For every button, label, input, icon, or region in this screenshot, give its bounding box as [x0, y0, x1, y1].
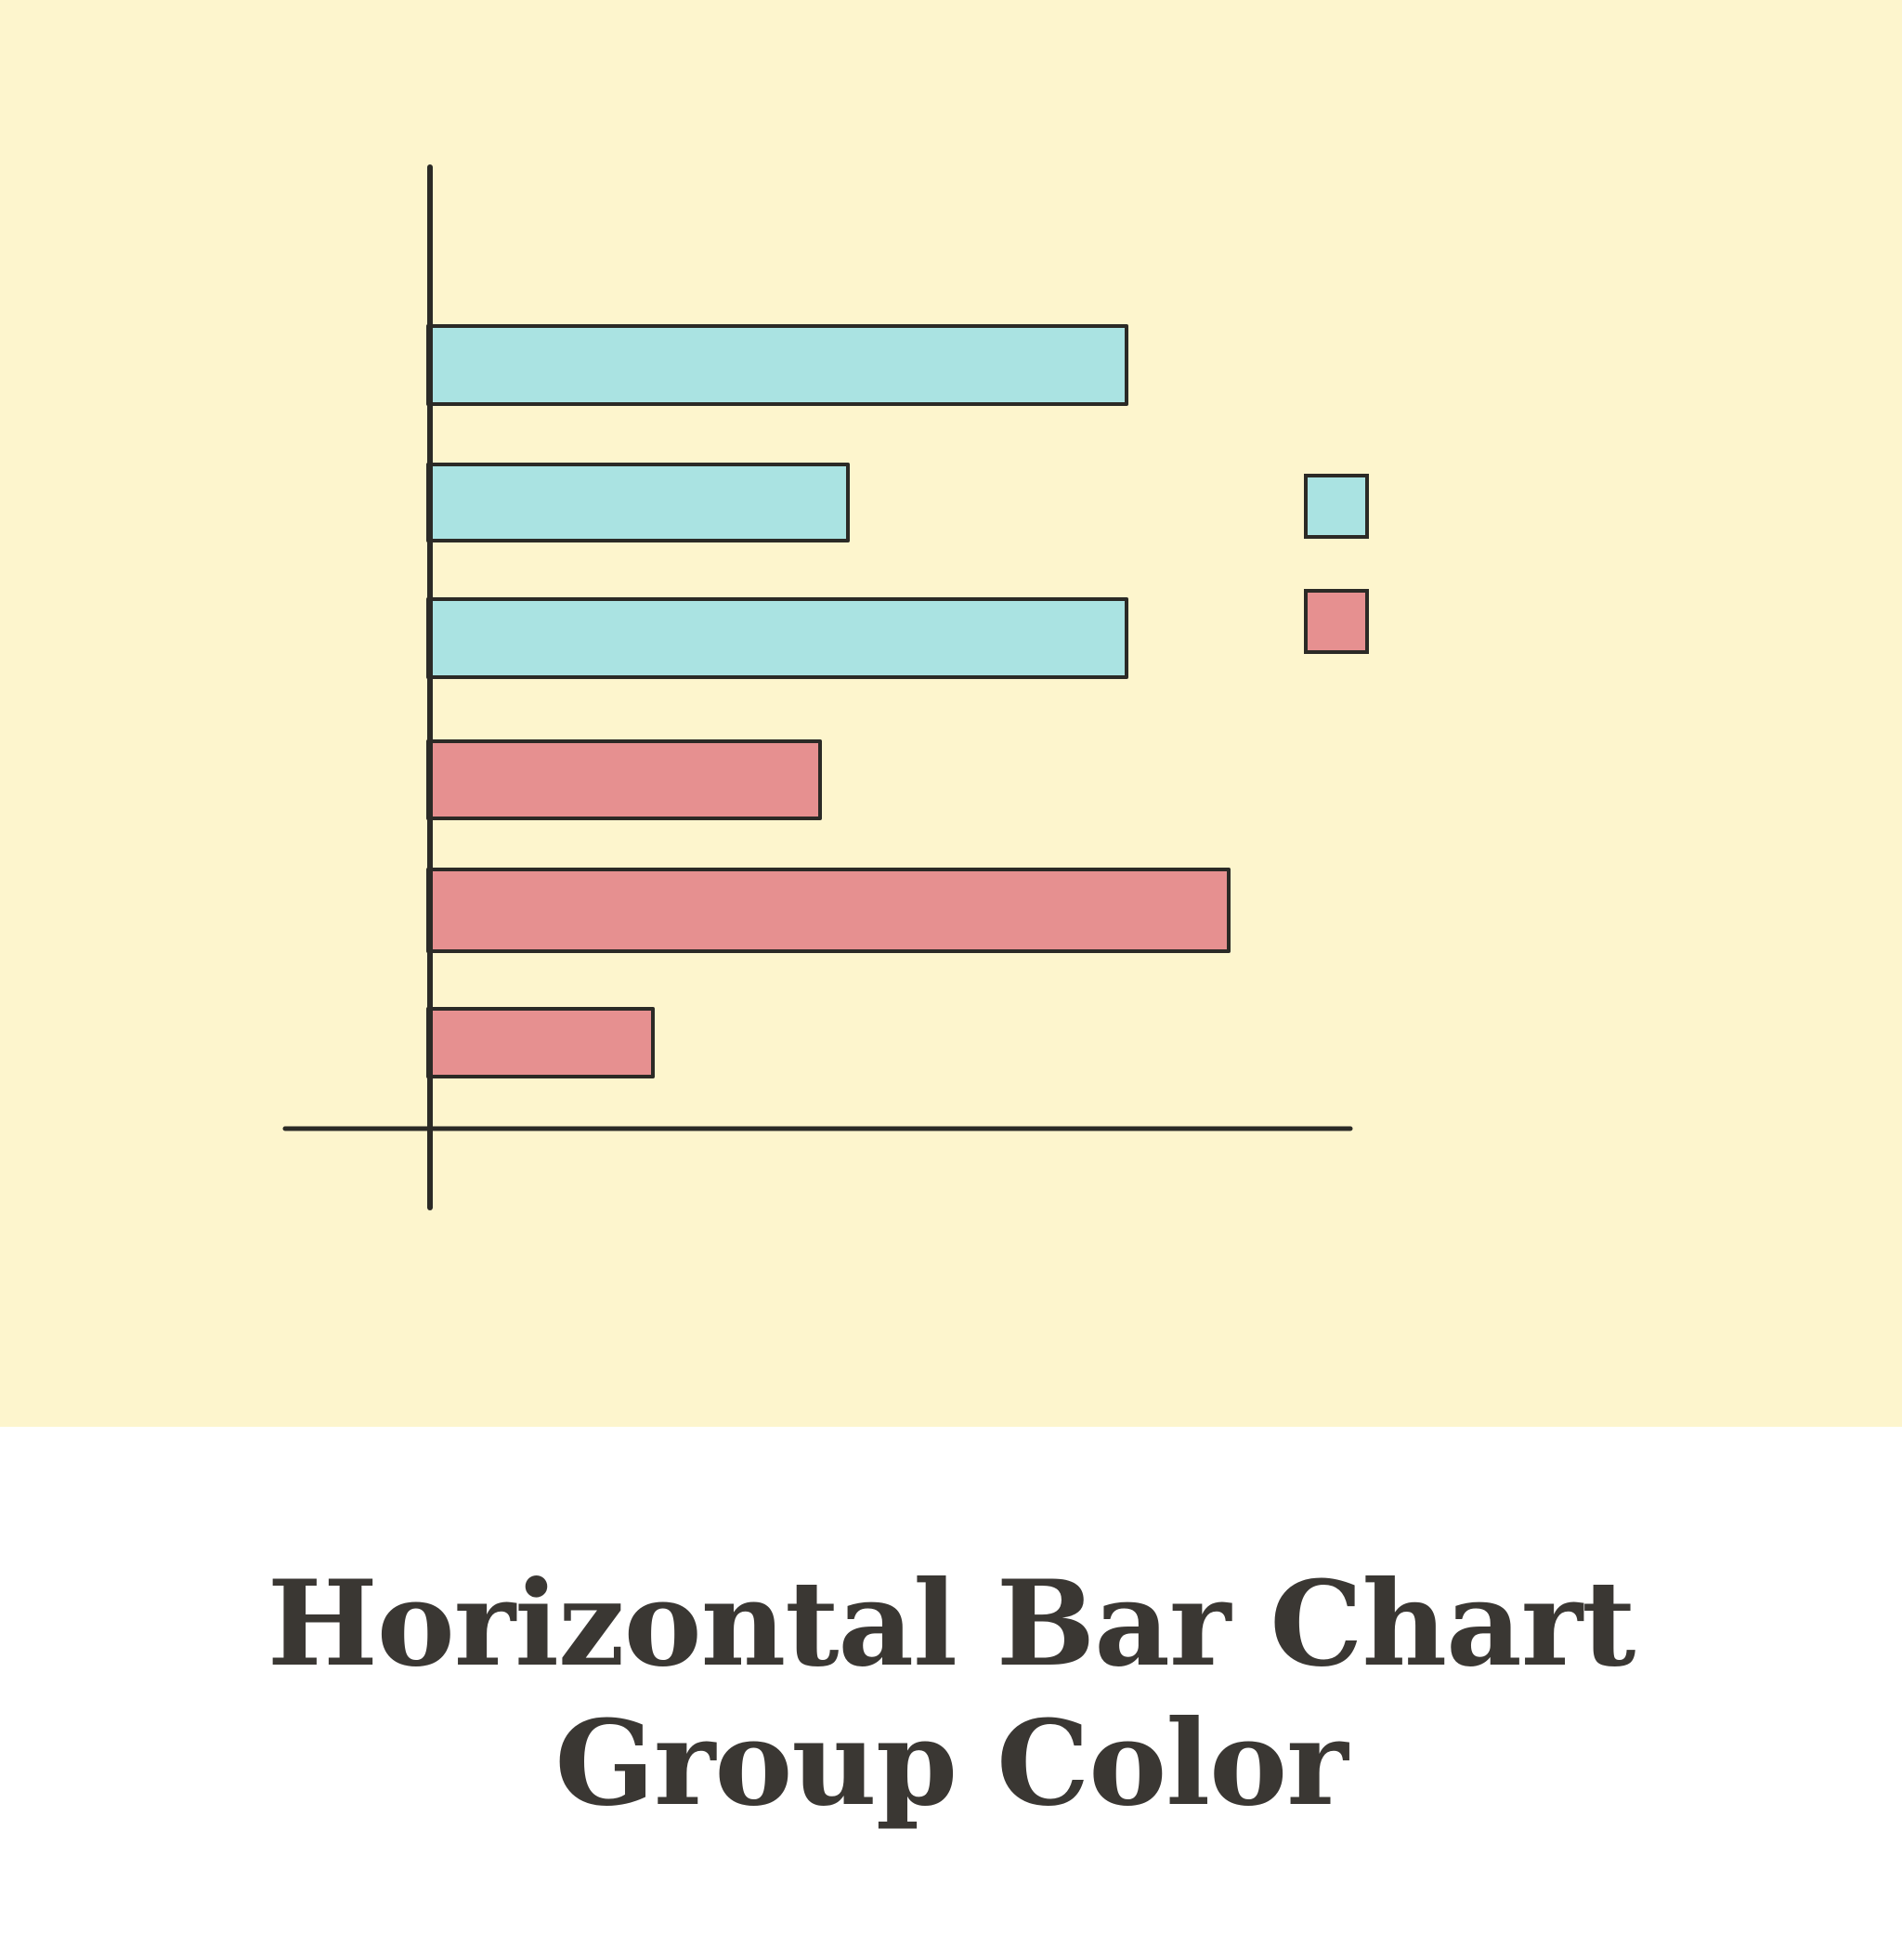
horizontal-bar-chart [0, 0, 1902, 1427]
caption-line-2: Group Color [554, 1694, 1348, 1832]
bar-2 [426, 463, 850, 542]
bar-1 [426, 324, 1128, 406]
bar-5 [426, 868, 1231, 953]
axes [282, 164, 1353, 1210]
bar-4 [426, 739, 822, 820]
legend-swatch-2 [1304, 589, 1369, 654]
legend-swatch-1 [1304, 474, 1369, 539]
chart-panel [0, 0, 1902, 1427]
chart-background [0, 0, 1902, 1427]
bar-6 [426, 1007, 655, 1078]
bar-3 [426, 597, 1128, 679]
bars-layer [426, 324, 1231, 1078]
caption-line-1: Horizontal Bar Chart [267, 1555, 1636, 1692]
legend [1304, 474, 1369, 654]
chart-caption: Horizontal Bar Chart Group Color [0, 1427, 1902, 1960]
